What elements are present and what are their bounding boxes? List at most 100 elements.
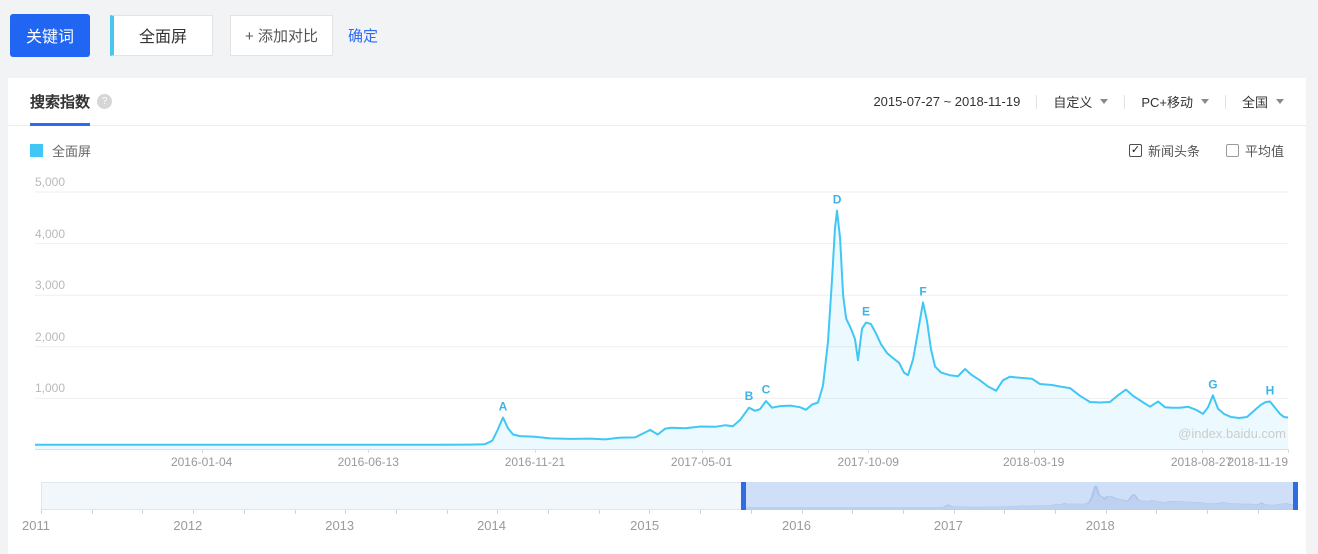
slider-tick [243, 510, 245, 514]
active-tab-underline [30, 123, 90, 126]
dropdown-label: PC+移动 [1141, 95, 1193, 110]
mini-chart-silhouette [742, 485, 1295, 510]
keyword-term-tab[interactable]: 全面屏 [110, 14, 213, 56]
slider-tick [446, 510, 448, 514]
slider-handle-right[interactable] [1293, 482, 1298, 510]
line-chart-canvas: A B C D E F G H [35, 191, 1288, 450]
peak-annotation-D: D [833, 193, 842, 207]
y-tick-label: 1,000 [35, 381, 66, 396]
watermark: @index.baidu.com [1178, 426, 1286, 441]
header-controls: 2015-07-27 ~ 2018-11-19 自定义 PC+移动 全国 [873, 92, 1284, 111]
series-legend: 全面屏 [30, 141, 91, 160]
x-tick-mark [534, 449, 536, 453]
add-compare-button[interactable]: + 添加对比 [230, 14, 333, 56]
divider [1124, 94, 1126, 109]
confirm-link[interactable]: 确定 [348, 27, 379, 45]
legend-color-swatch [30, 144, 43, 157]
year-label-2016: 2016 [782, 518, 811, 533]
y-tick-label: 5,000 [35, 175, 66, 189]
slider-tick [395, 510, 397, 514]
y-tick-label: 4,000 [35, 226, 66, 241]
dropdown-device[interactable]: PC+移动 [1141, 92, 1209, 111]
x-tick-label: 2016-06-13 [337, 455, 399, 469]
peak-annotation-E: E [862, 305, 870, 319]
slider-tick [1156, 510, 1158, 514]
slider-tick [1004, 510, 1006, 514]
dropdown-region[interactable]: 全国 [1242, 92, 1284, 111]
tab-search-index[interactable]: 搜索指数 ? [30, 78, 113, 126]
dropdown-label: 自定义 [1053, 95, 1093, 110]
slider-tick [953, 510, 955, 514]
x-tick-label: 2017-05-01 [670, 455, 733, 469]
date-range-label[interactable]: 2015-07-27 ~ 2018-11-19 [873, 94, 1021, 109]
slider-tick [700, 510, 702, 514]
x-tick-label: 2016-11-21 [504, 455, 566, 469]
x-tick-label: 2017-10-09 [837, 455, 899, 469]
x-tick-label: 2018-08-27 [1170, 455, 1233, 469]
year-label-2014: 2014 [477, 518, 506, 533]
x-tick-mark [868, 449, 870, 453]
time-range-slider: 2011 2012 2013 2014 2015 2016 2017 2018 [22, 482, 1298, 535]
top-toolbar: 关键词 全面屏 + 添加对比 确定 [0, 0, 1318, 70]
peak-annotation-H: H [1266, 383, 1275, 397]
slider-tick [142, 510, 144, 514]
x-tick-mark [1201, 449, 1203, 453]
peak-annotation-G: G [1208, 377, 1217, 391]
help-icon[interactable]: ? [97, 94, 113, 109]
dropdown-custom-range[interactable]: 自定义 [1053, 92, 1109, 111]
slider-tick [750, 510, 752, 514]
x-tick-mark [1288, 449, 1289, 453]
slider-tick [548, 510, 550, 514]
checkbox-icon: ✓ [1128, 144, 1142, 157]
checkbox-news-headlines[interactable]: ✓ 新闻头条 [1128, 141, 1200, 160]
x-tick-label: 2018-11-19 [1227, 455, 1289, 469]
peak-annotation-A: A [499, 399, 508, 413]
search-index-panel: 搜索指数 ? 2015-07-27 ~ 2018-11-19 自定义 PC+移动… [8, 78, 1306, 554]
slider-tick [649, 510, 651, 514]
divider [1036, 94, 1038, 109]
x-tick-mark [368, 449, 370, 453]
checkbox-icon [1225, 144, 1239, 157]
slider-track[interactable] [41, 482, 1298, 510]
keyword-button[interactable]: 关键词 [10, 13, 90, 57]
slider-tick [294, 510, 296, 514]
slider-tick [345, 510, 347, 514]
year-label-2012: 2012 [173, 518, 203, 533]
slider-tick [1105, 510, 1107, 514]
slider-axis-ticks [41, 510, 1296, 515]
checkbox-label: 平均值 [1244, 144, 1284, 159]
legend-series-name: 全面屏 [52, 144, 92, 159]
slider-selected-range[interactable] [742, 482, 1295, 510]
year-label-2013: 2013 [325, 518, 355, 533]
slider-tick [852, 510, 854, 514]
y-tick-label: 2,000 [35, 329, 66, 344]
peak-annotation-F: F [919, 284, 926, 298]
checkbox-label: 新闻头条 [1147, 144, 1200, 159]
slider-tick [91, 510, 93, 514]
x-tick-mark [701, 449, 703, 453]
slider-tick [1207, 510, 1209, 514]
slider-tick [193, 510, 195, 514]
checkbox-average[interactable]: 平均值 [1225, 141, 1284, 160]
divider [1224, 94, 1226, 109]
slider-tick [41, 510, 42, 514]
y-tick-label: 3,000 [35, 278, 66, 293]
x-axis-labels: 2016-01-04 2016-06-13 2016-11-21 2017-05-01… [35, 449, 1289, 472]
slider-tick [801, 510, 803, 514]
x-tick-label: 2018-03-19 [1002, 455, 1065, 469]
slider-year-labels: 2011 2012 2013 2014 2015 2016 2017 2018 [22, 515, 1296, 535]
legend-row: 全面屏 ✓ 新闻头条 平均值 [8, 141, 1306, 160]
slider-handle-left[interactable] [740, 482, 746, 510]
slider-tick [1257, 510, 1259, 514]
peak-annotation-B: B [745, 389, 754, 403]
year-label-2015: 2015 [630, 518, 660, 533]
tab-label: 搜索指数 [30, 94, 91, 111]
slider-tick [1055, 510, 1057, 514]
dropdown-label: 全国 [1241, 95, 1268, 110]
slider-tick [902, 510, 904, 514]
chevron-down-icon [1100, 99, 1109, 104]
slider-tick [598, 510, 600, 514]
overlay-toggles: ✓ 新闻头条 平均值 [1103, 141, 1284, 160]
chevron-down-icon [1200, 99, 1209, 104]
